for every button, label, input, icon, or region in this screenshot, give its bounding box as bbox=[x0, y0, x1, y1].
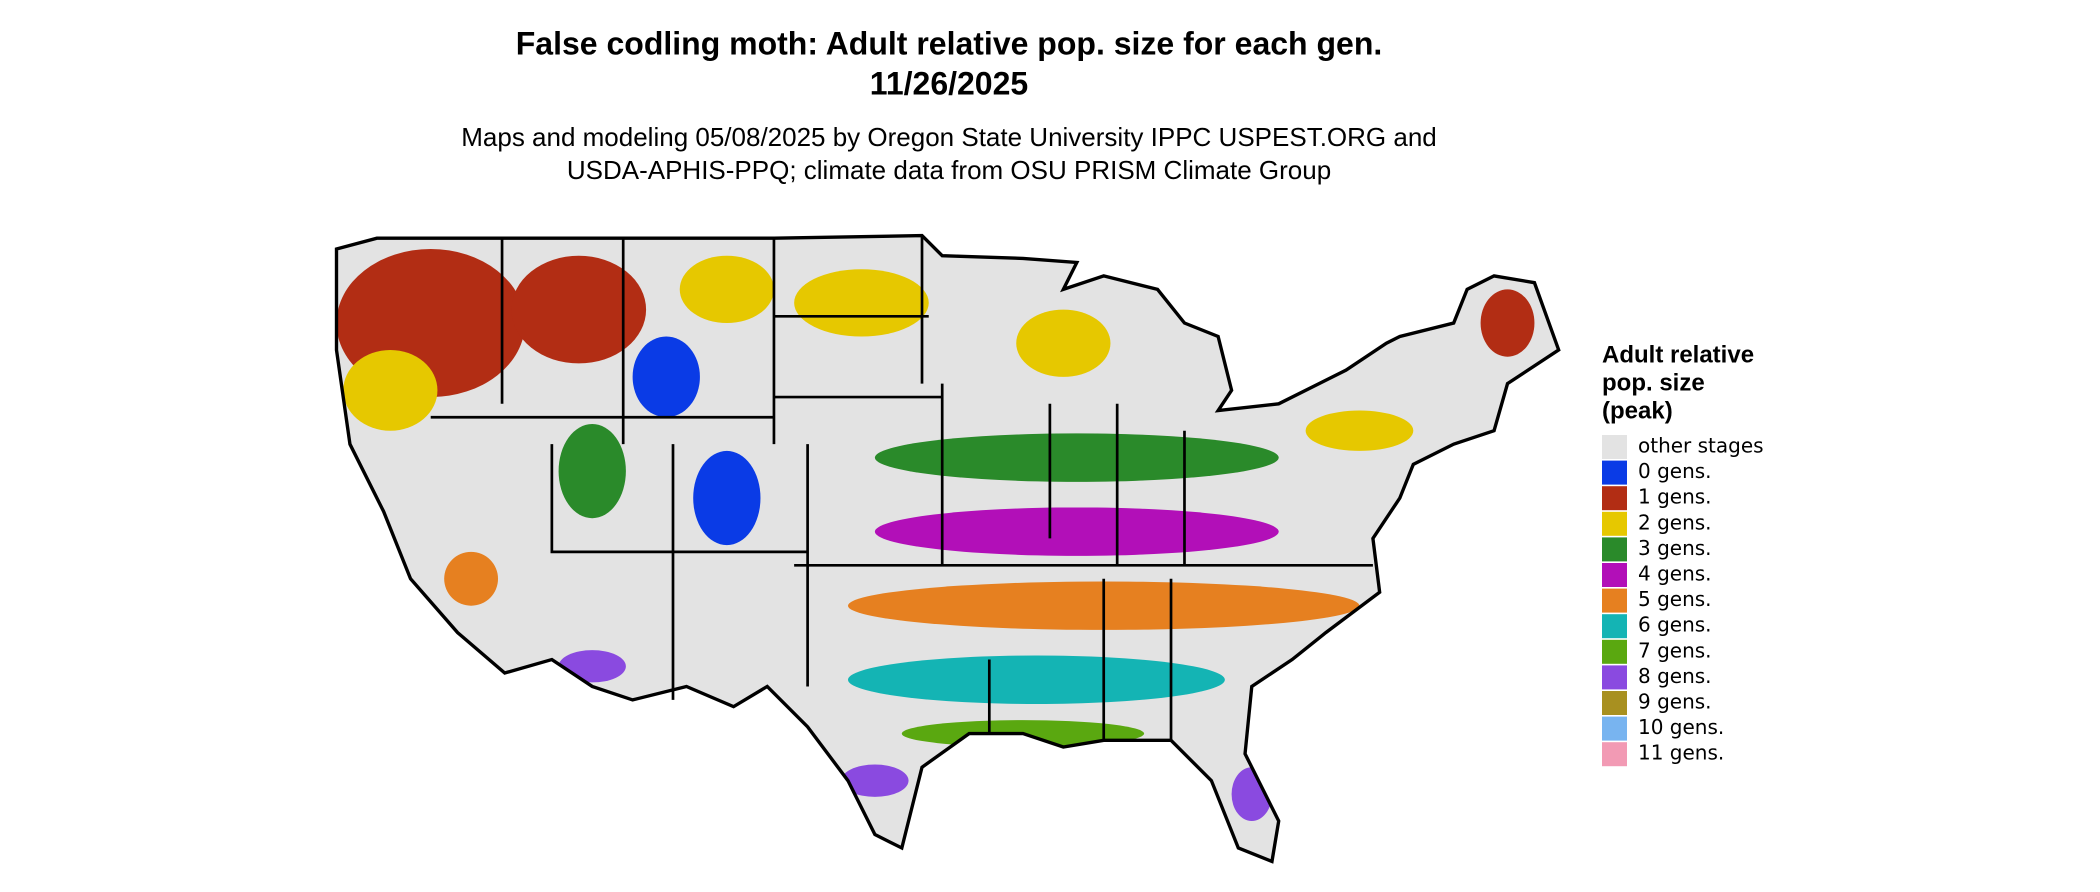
legend-label: 8 gens. bbox=[1638, 664, 1712, 688]
legend-label: 5 gens. bbox=[1638, 587, 1712, 611]
legend-swatch bbox=[1602, 742, 1627, 767]
legend-swatch bbox=[1602, 486, 1627, 511]
legend-label: 3 gens. bbox=[1638, 536, 1712, 560]
legend-swatch bbox=[1602, 665, 1627, 690]
legend-swatch bbox=[1602, 460, 1627, 485]
title: False codling moth: Adult relative pop. … bbox=[516, 25, 1383, 61]
legend-swatch bbox=[1602, 614, 1627, 639]
legend-label: 4 gens. bbox=[1638, 562, 1712, 586]
legend-swatch bbox=[1602, 588, 1627, 613]
legend-swatch bbox=[1602, 563, 1627, 587]
legend-label: 6 gens. bbox=[1638, 613, 1712, 637]
legend-title: Adult relative bbox=[1602, 341, 1754, 368]
legend-swatch bbox=[1602, 537, 1627, 562]
legend-label: 7 gens. bbox=[1638, 638, 1712, 662]
legend-label: 1 gens. bbox=[1638, 485, 1712, 509]
legend-swatch bbox=[1602, 511, 1627, 536]
legend-label: 9 gens. bbox=[1638, 690, 1712, 714]
legend-title: pop. size bbox=[1602, 369, 1705, 396]
legend-label: other stages bbox=[1638, 434, 1764, 458]
legend-swatch bbox=[1602, 435, 1627, 459]
legend-label: 10 gens. bbox=[1638, 715, 1724, 739]
title-date: 11/26/2025 bbox=[870, 65, 1028, 101]
legend-label: 0 gens. bbox=[1638, 459, 1712, 483]
legend-label: 11 gens. bbox=[1638, 741, 1724, 765]
legend-swatch bbox=[1602, 691, 1627, 715]
state-borders bbox=[430, 235, 1373, 741]
legend-swatch bbox=[1602, 716, 1627, 741]
subtitle: Maps and modeling 05/08/2025 by Oregon S… bbox=[461, 122, 1437, 152]
legend-title: (peak) bbox=[1602, 397, 1673, 424]
map bbox=[334, 233, 1561, 864]
legend-swatch bbox=[1602, 639, 1627, 664]
subtitle: USDA-APHIS-PPQ; climate data from OSU PR… bbox=[567, 155, 1331, 185]
legend-label: 2 gens. bbox=[1638, 510, 1712, 534]
